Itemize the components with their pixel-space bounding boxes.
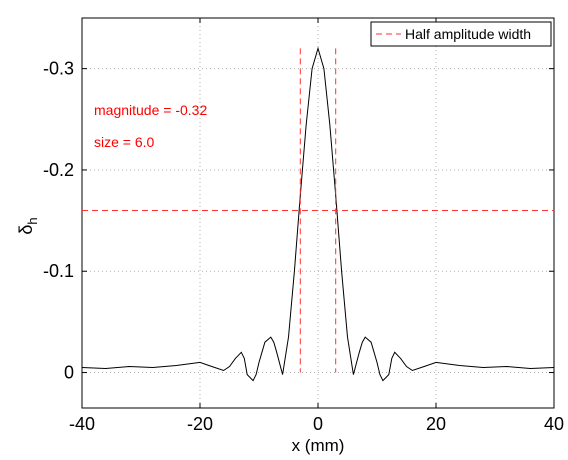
y-tick-label: -0.3 <box>43 59 74 79</box>
x-tick-label: 20 <box>426 414 446 434</box>
legend: Half amplitude width <box>370 21 552 47</box>
y-tick-label: -0.2 <box>43 160 74 180</box>
y-tick-label: 0 <box>64 363 74 383</box>
axis-ticks: -40 -20 0 20 40 0 -0.1 -0.2 -0.3 <box>43 18 564 434</box>
y-axis-label-sub: h <box>25 217 40 224</box>
plot-frame <box>81 17 555 409</box>
half-amplitude-lines <box>82 48 554 373</box>
grid <box>81 18 555 408</box>
annotation-size: size = 6.0 <box>94 134 155 150</box>
annotation-magnitude: magnitude = -0.32 <box>94 102 207 118</box>
x-tick-label: -40 <box>69 414 95 434</box>
x-tick-label: -20 <box>187 414 213 434</box>
series-layer <box>81 46 555 382</box>
x-tick-label: 40 <box>544 414 564 434</box>
y-axis-label-main: δ <box>16 225 36 235</box>
series-line <box>81 46 555 382</box>
x-axis-label: x (mm) <box>292 436 345 455</box>
y-tick-label: -0.1 <box>43 261 74 281</box>
x-tick-label: 0 <box>313 414 323 434</box>
legend-label: Half amplitude width <box>405 26 531 42</box>
y-axis-label: δh <box>16 217 40 234</box>
